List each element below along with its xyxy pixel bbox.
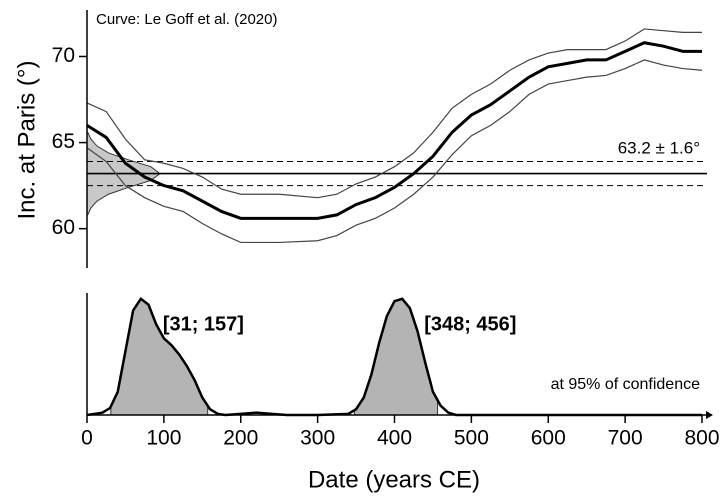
probability-density [86, 297, 702, 417]
curve [86, 59, 703, 244]
y-tick-label: 60 [52, 216, 75, 239]
reference-label: 63.2 ± 1.6° [618, 138, 700, 157]
y-tick-label: 70 [52, 44, 75, 67]
x-tick-label: 0 [81, 427, 93, 450]
y-axis-label: Inc. at Paris (°) [13, 61, 40, 220]
x-axis-label: Date (years CE) [308, 466, 480, 493]
x-tick-label: 100 [146, 427, 181, 450]
y-tick-label: 65 [52, 130, 75, 153]
confidence-annotation: at 95% of confidence [551, 376, 701, 393]
x-tick-label: 300 [300, 427, 335, 450]
x-tick-label: 400 [377, 427, 412, 450]
x-axis-arrow [706, 411, 713, 419]
x-tick-label: 700 [608, 427, 643, 450]
x-tick-label: 800 [684, 427, 719, 450]
curve [86, 28, 702, 199]
interval-label: [31; 157] [163, 313, 244, 335]
x-tick-label: 600 [531, 427, 566, 450]
x-tick-label: 500 [454, 427, 489, 450]
interval-label: [348; 456] [424, 313, 516, 335]
curve [86, 41, 702, 220]
curve-annotation: Curve: Le Goff et al. (2020) [96, 11, 278, 28]
x-tick-label: 200 [223, 427, 258, 450]
